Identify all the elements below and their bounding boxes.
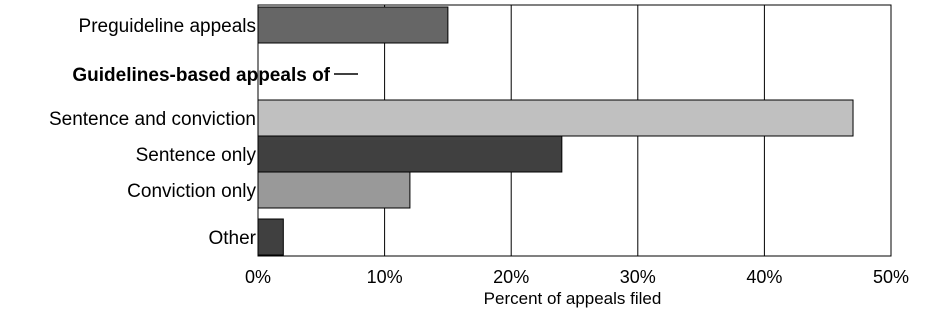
x-tick-label: 10% <box>367 267 403 287</box>
x-tick-label: 40% <box>746 267 782 287</box>
category-labels: Preguideline appeals Sentence and convict… <box>49 16 257 249</box>
category-label: Sentence only <box>136 145 257 166</box>
bar-other <box>257 218 284 256</box>
bar-sentence-only <box>257 135 563 173</box>
category-label: Sentence and conviction <box>49 109 256 130</box>
category-label: Conviction only <box>127 181 256 202</box>
x-axis-tick-labels: 0% 10% 20% 30% 40% 50% <box>245 267 909 287</box>
category-label: Preguideline appeals <box>79 16 256 37</box>
x-tick-label: 50% <box>873 267 909 287</box>
x-tick-label: 0% <box>245 267 271 287</box>
group-heading: Guidelines-based appeals of <box>72 65 358 86</box>
category-label: Other <box>208 228 256 249</box>
x-tick-label: 20% <box>493 267 529 287</box>
bar-preguideline-appeals <box>257 6 449 44</box>
plot-area-frame <box>257 4 892 257</box>
x-tick-label: 30% <box>620 267 656 287</box>
bar-sentence-and-conviction <box>257 99 854 137</box>
bars <box>257 6 854 256</box>
x-axis-title: Percent of appeals filed <box>484 289 662 308</box>
bar-conviction-only <box>257 171 411 209</box>
group-heading-label: Guidelines-based appeals of <box>72 65 330 86</box>
